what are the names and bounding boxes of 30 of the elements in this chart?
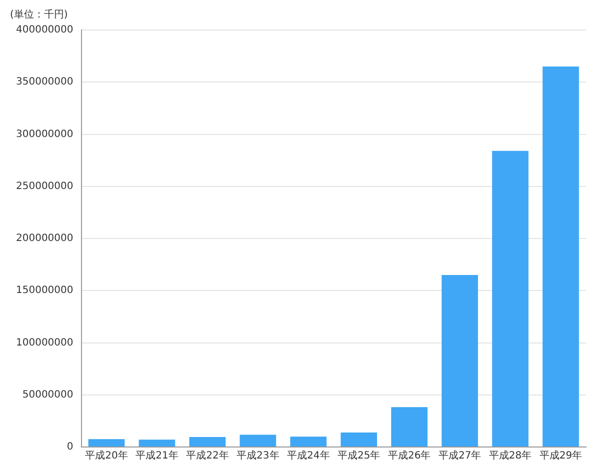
x-tick-label: 平成23年 (236, 450, 280, 462)
y-tick-label: 0 (66, 442, 74, 453)
y-axis-title: (単位：千円) (10, 8, 68, 21)
x-tick-label: 平成27年 (438, 450, 482, 462)
y-tick-label: 350000000 (16, 76, 74, 88)
bar (492, 150, 528, 446)
x-tick-label: 平成21年 (136, 450, 178, 462)
y-tick-label: 100000000 (16, 337, 74, 348)
x-tick-label: 平成22年 (186, 450, 229, 462)
x-tick-label: 平成28年 (488, 450, 532, 462)
bar (340, 432, 378, 446)
bar (138, 440, 176, 446)
bar (391, 407, 428, 446)
y-tick-label: 300000000 (16, 128, 74, 140)
bar (442, 274, 478, 446)
bar (240, 434, 276, 446)
bar (542, 66, 579, 446)
x-tick-label: 平成26年 (388, 450, 431, 462)
y-tick-label: 150000000 (16, 285, 74, 296)
bar (88, 439, 125, 446)
x-tick-label: 平成20年 (85, 450, 128, 462)
x-tick-label: 平成25年 (338, 450, 380, 462)
y-tick-label: 200000000 (16, 233, 74, 244)
x-tick-label: 平成24年 (287, 450, 330, 462)
bar (189, 436, 226, 446)
y-tick-label: 50000000 (22, 389, 74, 400)
y-tick-label: 250000000 (16, 180, 74, 192)
bar (290, 436, 327, 446)
y-tick-label: 400000000 (16, 24, 74, 36)
x-tick-label: 平成29年 (539, 450, 582, 462)
